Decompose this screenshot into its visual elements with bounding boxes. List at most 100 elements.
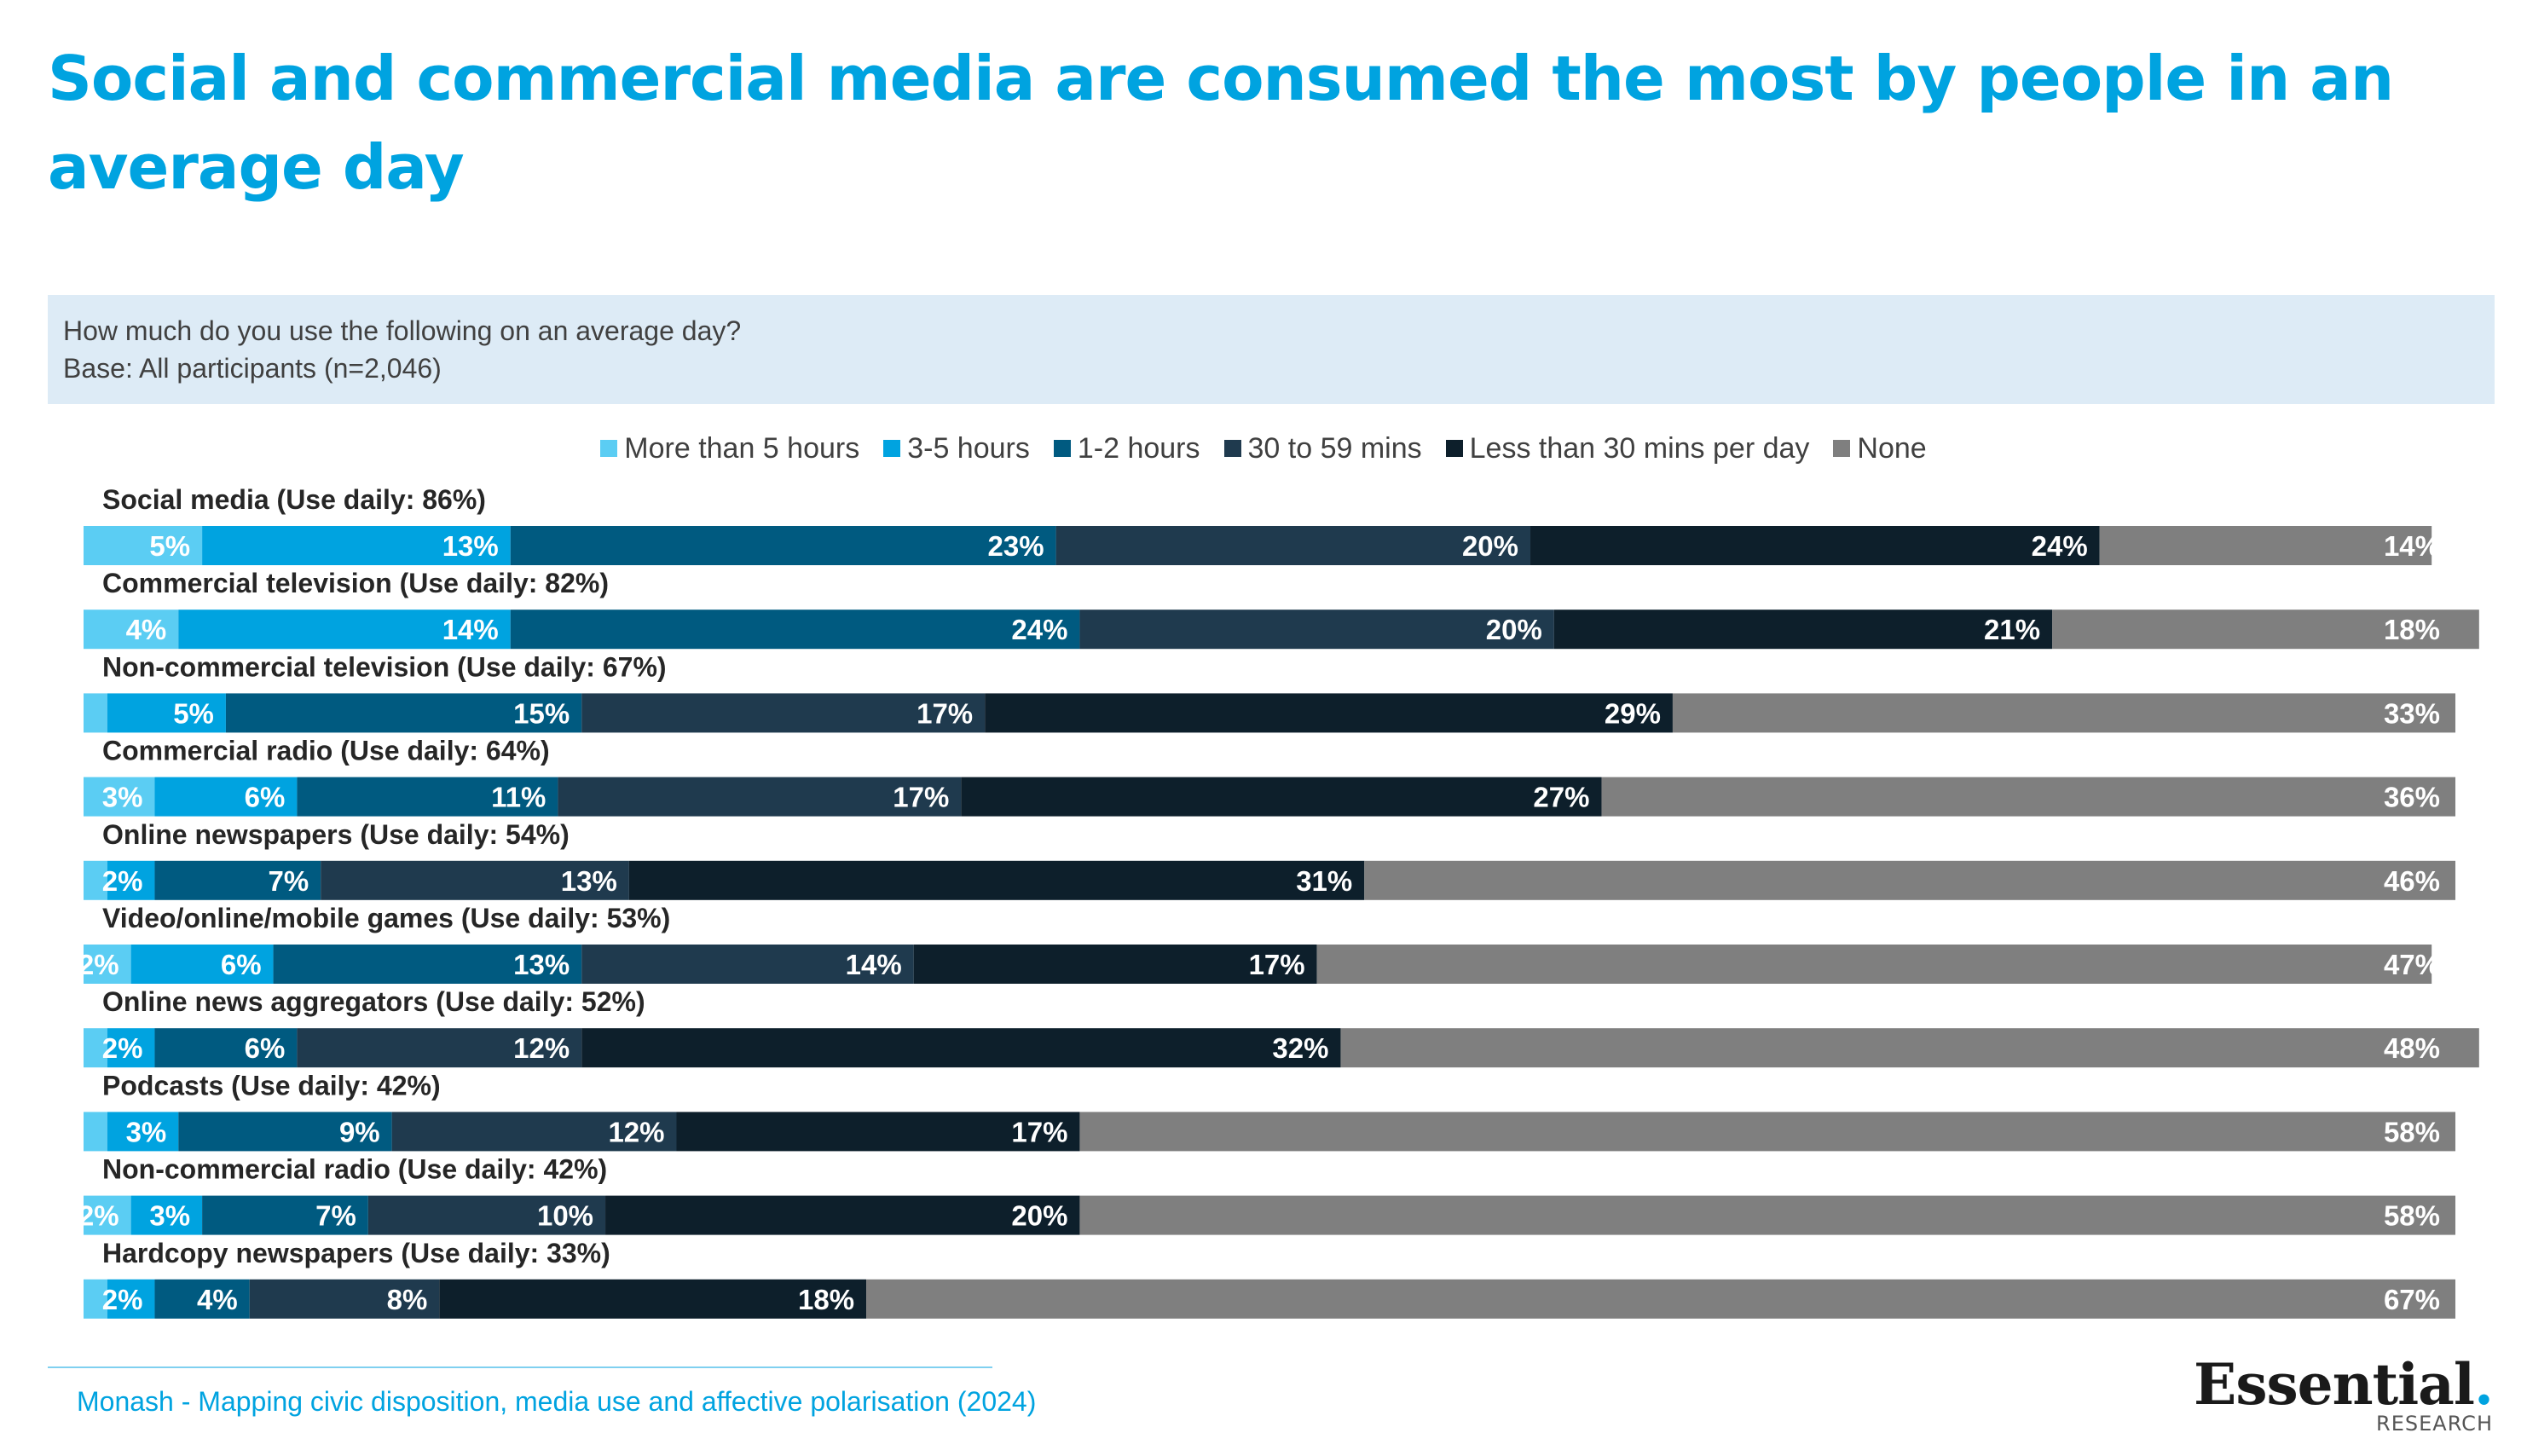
data-label: 2% — [102, 1032, 143, 1064]
bar-segment — [84, 693, 107, 733]
data-label: 48% — [2384, 1032, 2440, 1064]
legend-label: 1-2 hours — [1077, 431, 1200, 465]
bar-segment — [1079, 1112, 2455, 1152]
question-box: How much do you use the following on an … — [48, 295, 2495, 404]
data-label: 2% — [102, 1284, 143, 1315]
bar-segment — [154, 1279, 250, 1319]
data-label: 12% — [513, 1032, 570, 1064]
data-label: 20% — [1011, 1200, 1067, 1232]
legend-label: None — [1857, 431, 1927, 465]
bar-segment — [439, 1279, 867, 1319]
bar-segment — [1055, 526, 1531, 565]
bar-segment — [913, 945, 1317, 984]
bar-segment — [107, 1028, 155, 1068]
legend-item: 3-5 hours — [883, 432, 1030, 465]
data-label: 13% — [513, 949, 570, 980]
bar-segment — [202, 526, 511, 565]
data-label: 58% — [2384, 1200, 2440, 1232]
data-label: 31% — [1296, 865, 1352, 897]
bar-row: Social media (Use daily: 86%) 5% 13% 23% 20%… — [84, 484, 2440, 565]
data-label: 5% — [173, 697, 214, 729]
bar-segment — [676, 1112, 1080, 1152]
data-label: 3% — [126, 1116, 167, 1147]
legend-label: 3-5 hours — [907, 431, 1030, 465]
data-label: 9% — [339, 1116, 380, 1147]
bar-segment — [2052, 610, 2479, 650]
page-title: Social and commercial media are consumed… — [48, 43, 2394, 203]
bar-segment — [581, 693, 986, 733]
bar-segment — [107, 1112, 179, 1152]
category-label: Video/online/mobile games (Use daily: 53… — [102, 903, 670, 933]
data-label: 24% — [1011, 614, 1067, 645]
bar-segment — [178, 1112, 392, 1152]
data-label: 6% — [221, 949, 262, 980]
bar-segment — [866, 1279, 2455, 1319]
data-label: 14% — [2384, 530, 2440, 562]
bar-segment — [178, 610, 511, 650]
bar-segment — [367, 1195, 606, 1235]
bar-segment — [84, 1279, 107, 1319]
bar-segment — [297, 1028, 582, 1068]
logo-subtitle: RESEARCH — [2376, 1412, 2493, 1436]
data-label: 23% — [988, 530, 1044, 562]
bar-segment — [84, 1028, 107, 1068]
bar-segment — [249, 1279, 440, 1319]
bar-segment — [1079, 1195, 2455, 1235]
data-label: 24% — [2032, 530, 2088, 562]
category-label: Hardcopy newspapers (Use daily: 33%) — [102, 1238, 610, 1268]
legend-swatch — [883, 440, 901, 457]
chart-legend: More than 5 hours 3-5 hours 1-2 hours 30 to… — [0, 428, 2527, 469]
logo-dot: . — [2474, 1351, 2494, 1418]
data-label: 14% — [846, 949, 902, 980]
bar-segment — [84, 526, 203, 565]
legend-item: Less than 30 mins per day — [1445, 431, 1810, 465]
bar-row: Online newspapers (Use daily: 54%) 2% 7% 13… — [84, 819, 2455, 900]
legend-item: 30 to 59 mins — [1223, 432, 1422, 465]
category-label: Non-commercial radio (Use daily: 42%) — [102, 1154, 607, 1185]
bar-segment — [154, 860, 321, 900]
bar-segment — [154, 1028, 298, 1068]
bar-row: Commercial television (Use daily: 82%) 4%… — [84, 568, 2479, 650]
bar-segment — [1530, 526, 2100, 565]
category-label: Commercial radio (Use daily: 64%) — [102, 736, 550, 766]
bar-segment — [130, 945, 274, 984]
bar-segment — [558, 777, 962, 817]
bar-row: Online news aggregators (Use daily: 52%)… — [84, 986, 2479, 1068]
data-label: 17% — [1249, 949, 1305, 980]
logo-word: Essential — [2194, 1351, 2475, 1418]
data-label: 11% — [491, 782, 546, 813]
bar-segment — [1340, 1028, 2479, 1068]
bar-segment — [202, 1195, 368, 1235]
bar-segment — [130, 1195, 203, 1235]
data-label: 27% — [1533, 782, 1589, 813]
bar-segment — [84, 777, 155, 817]
category-label: Online news aggregators (Use daily: 52%) — [102, 986, 645, 1017]
data-label: 58% — [2384, 1116, 2440, 1147]
data-label: 10% — [537, 1200, 593, 1232]
legend-swatch — [600, 440, 618, 457]
bar-segment — [391, 1112, 677, 1152]
data-label: 21% — [1984, 614, 2040, 645]
legend-label: More than 5 hours — [624, 431, 860, 465]
bar-segment — [1316, 945, 2432, 984]
bar-segment — [985, 693, 1673, 733]
bar-row: Non-commercial radio (Use daily: 42%) 2% 3… — [78, 1154, 2455, 1235]
data-label: 15% — [513, 697, 570, 729]
data-label: 4% — [197, 1284, 238, 1315]
bar-segment — [84, 945, 131, 984]
bar-segment — [581, 945, 914, 984]
legend-item: More than 5 hours — [600, 432, 859, 465]
bar-segment — [605, 1195, 1080, 1235]
data-label: 47% — [2384, 949, 2440, 980]
category-label: Podcasts (Use daily: 42%) — [102, 1070, 441, 1101]
stacked-bar-chart: Social media (Use daily: 86%) 5% 13% 23% 20%… — [78, 484, 2479, 1319]
legend-item: None — [1833, 431, 1927, 465]
category-label: Non-commercial television (Use daily: 67… — [102, 651, 667, 682]
data-label: 2% — [102, 865, 143, 897]
footer-source: Monash - Mapping civic disposition, medi… — [77, 1386, 1037, 1417]
data-label: 17% — [917, 697, 973, 729]
bar-segment — [107, 1279, 155, 1319]
legend-label: Less than 30 mins per day — [1469, 431, 1810, 465]
legend-item: 1-2 hours — [1053, 431, 1200, 465]
bar-segment — [321, 860, 629, 900]
